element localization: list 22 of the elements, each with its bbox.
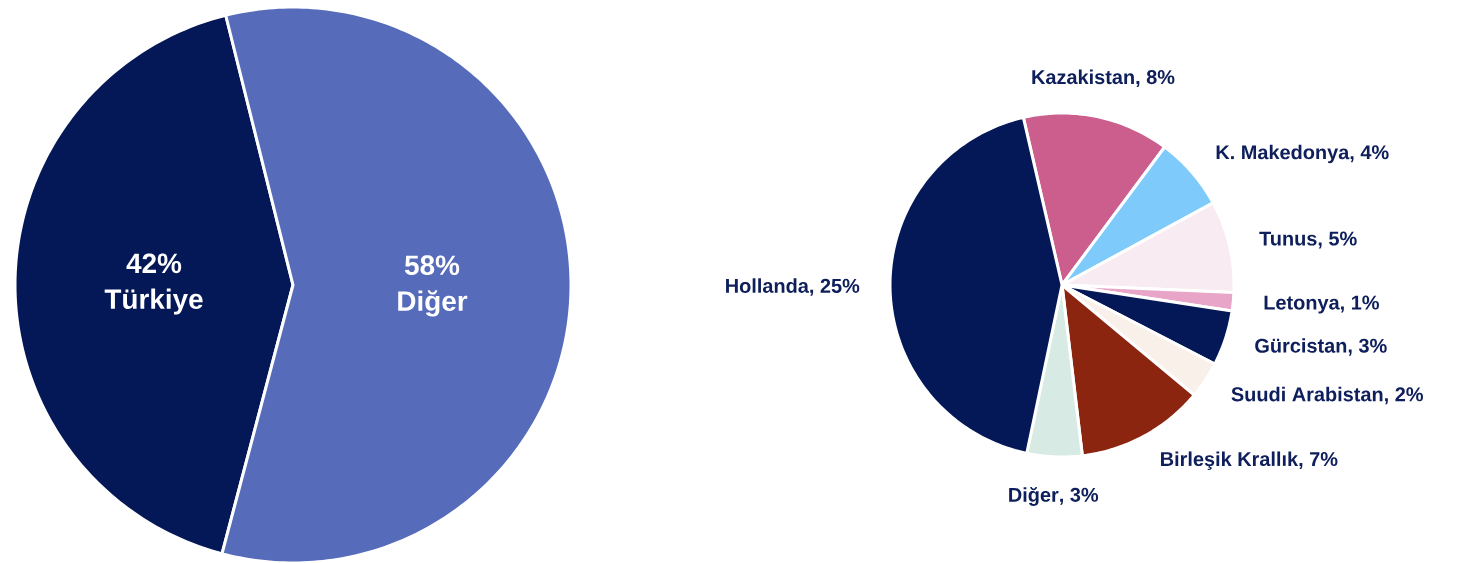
data-label: , 25% (810, 278, 860, 296)
data-label: 58% (404, 255, 460, 276)
data-label: , 1% (1341, 295, 1379, 313)
data-label: , 5% (1318, 231, 1357, 249)
data-label: , 3% (1060, 487, 1099, 505)
slice-label: Tunus (1259, 231, 1317, 246)
slice-label: Türkiye (104, 288, 203, 315)
slice-label: Hollanda (726, 278, 809, 293)
slice-label: Kazakistan (1032, 69, 1134, 85)
slice-label: Suudi Arabistan (1231, 386, 1383, 402)
data-label: , 7% (1299, 452, 1338, 469)
data-label: 42% (126, 253, 182, 274)
slice-label: Birleşik Krallık (1161, 451, 1299, 471)
data-label: , 8% (1136, 70, 1175, 88)
slice-label: Diğer (398, 290, 468, 317)
slice-label: Letonya (1264, 295, 1340, 314)
data-label: , 2% (1385, 387, 1423, 405)
slice-label: Diğer (1009, 487, 1059, 506)
data-label: , 4% (1350, 145, 1389, 163)
slice-label: Gürcistan (1255, 338, 1347, 353)
slice-label: K. Makedonya (1216, 144, 1350, 164)
data-label: , 3% (1348, 338, 1387, 356)
